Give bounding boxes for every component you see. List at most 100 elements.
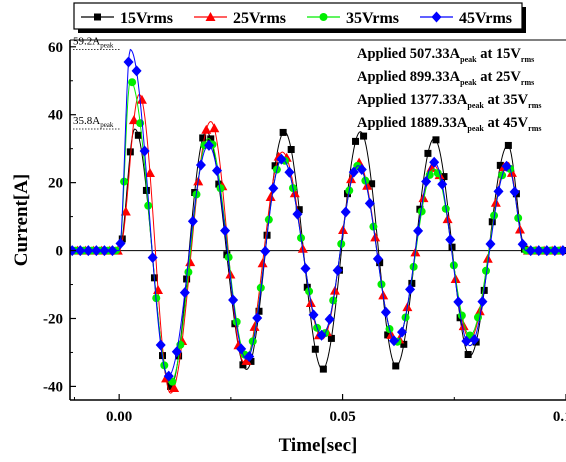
data-point-25vrms — [201, 124, 212, 134]
data-point-25vrms — [458, 321, 469, 331]
data-point-15vrms — [384, 331, 392, 339]
data-point-45vrms — [453, 296, 464, 308]
data-point-45vrms — [147, 252, 158, 264]
series-45vrms — [70, 48, 566, 382]
y-tick-label: 40 — [48, 108, 63, 124]
data-point-45vrms — [228, 294, 239, 306]
data-point-15vrms — [488, 218, 496, 226]
data-point-45vrms — [308, 309, 319, 321]
data-point-15vrms — [392, 362, 400, 370]
data-point-45vrms — [477, 296, 488, 308]
applied-current-note: Applied 899.33Apeak at 25Vrms — [357, 69, 534, 87]
applied-current-note: Applied 1377.33Apeak at 35Vrms — [357, 92, 541, 110]
data-point-25vrms — [144, 167, 155, 177]
data-point-15vrms — [496, 161, 504, 169]
data-point-25vrms — [241, 355, 252, 365]
data-point-35vrms — [482, 266, 491, 275]
data-point-35vrms — [457, 311, 466, 320]
data-point-35vrms — [144, 201, 153, 210]
x-tick-label: 0.10 — [553, 409, 566, 425]
data-point-45vrms — [155, 339, 166, 351]
data-point-45vrms — [91, 245, 102, 257]
legend-label-35vrms: 35Vrms — [346, 10, 399, 27]
legend-swatch-marker — [319, 13, 328, 21]
data-point-25vrms — [249, 321, 260, 331]
data-point-15vrms — [504, 141, 512, 149]
data-point-45vrms — [268, 182, 279, 194]
data-point-45vrms — [260, 245, 271, 257]
legend-swatch-marker — [205, 12, 216, 21]
data-point-35vrms — [224, 253, 233, 262]
data-point-25vrms — [346, 174, 357, 184]
legend-label-15vrms: 15Vrms — [120, 10, 173, 27]
data-point-35vrms — [248, 337, 257, 346]
data-point-15vrms — [408, 279, 416, 287]
data-point-45vrms — [187, 215, 198, 227]
applied-current-note: Applied 1889.33Apeak at 45Vrms — [357, 115, 541, 133]
data-point-15vrms — [448, 243, 456, 251]
axes-layer: -40 -20 0 20 40 60 0.00 0.05 0.10 — [43, 39, 566, 425]
data-point-25vrms — [169, 382, 180, 392]
data-point-45vrms — [461, 335, 472, 347]
data-point-45vrms — [300, 263, 311, 275]
data-point-45vrms — [163, 370, 174, 382]
data-point-45vrms — [220, 225, 231, 237]
data-point-45vrms — [517, 238, 528, 250]
data-point-15vrms — [464, 351, 472, 359]
x-axis-title: Time[sec] — [279, 435, 358, 456]
data-point-25vrms — [120, 206, 131, 216]
data-point-45vrms — [252, 312, 263, 324]
data-point-45vrms — [244, 350, 255, 362]
data-point-15vrms — [311, 345, 319, 353]
data-point-45vrms — [139, 145, 150, 157]
data-point-45vrms — [549, 245, 560, 257]
applied-current-note: Applied 507.33Apeak at 15Vrms — [357, 46, 534, 64]
data-point-15vrms — [207, 135, 215, 143]
data-point-45vrms — [533, 245, 544, 257]
data-point-45vrms — [212, 165, 223, 177]
data-point-35vrms — [184, 268, 193, 277]
data-point-45vrms — [445, 234, 456, 246]
data-point-45vrms — [380, 306, 391, 318]
data-point-45vrms — [509, 186, 520, 198]
data-point-15vrms — [271, 162, 279, 170]
data-point-15vrms — [199, 134, 207, 142]
data-point-45vrms — [525, 245, 536, 257]
data-point-15vrms — [295, 206, 303, 214]
y-tick-label: -20 — [43, 311, 63, 327]
data-point-15vrms — [247, 357, 255, 365]
data-point-45vrms — [429, 156, 440, 168]
data-point-15vrms — [287, 146, 295, 154]
data-point-45vrms — [493, 185, 504, 197]
data-point-45vrms — [195, 159, 206, 171]
data-point-45vrms — [179, 287, 190, 299]
y-axis-title: Current[A] — [11, 174, 32, 267]
data-point-25vrms — [289, 188, 300, 198]
annotation-layer: 59.2Apeak 35.8Apeak — [73, 36, 120, 130]
data-point-45vrms — [421, 175, 432, 187]
data-point-45vrms — [541, 245, 552, 257]
legend-label-45vrms: 45Vrms — [459, 10, 512, 27]
data-point-35vrms — [216, 184, 225, 193]
data-point-45vrms — [557, 245, 566, 257]
data-point-15vrms — [167, 382, 175, 390]
legend-swatch-marker — [431, 11, 442, 23]
data-point-45vrms — [348, 166, 359, 178]
data-point-15vrms — [327, 334, 335, 342]
data-point-25vrms — [136, 94, 147, 104]
data-point-45vrms — [469, 334, 480, 346]
legend-swatch-marker — [94, 13, 101, 21]
data-point-15vrms — [400, 340, 408, 348]
data-point-45vrms — [131, 65, 142, 77]
data-point-15vrms — [440, 173, 448, 181]
y-tick-label: 0 — [56, 244, 64, 260]
y-tick-label: 60 — [48, 40, 63, 56]
data-point-45vrms — [316, 329, 327, 341]
data-point-45vrms — [107, 245, 118, 257]
data-point-45vrms — [276, 153, 287, 165]
data-point-45vrms — [83, 245, 94, 257]
legend-label-25vrms: 25Vrms — [233, 10, 286, 27]
peak-annotation: 35.8Apeak — [73, 115, 114, 129]
data-point-15vrms — [376, 259, 384, 267]
